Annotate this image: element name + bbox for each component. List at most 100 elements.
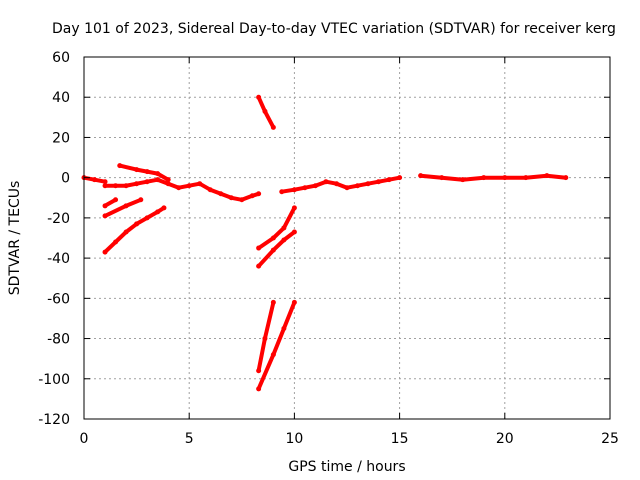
data-series-arc-f <box>103 205 166 255</box>
data-point <box>165 177 171 183</box>
data-point <box>270 124 276 130</box>
data-point <box>523 175 529 181</box>
data-point <box>123 183 129 189</box>
plot-frame <box>83 56 611 420</box>
chart-title: Day 101 of 2023, Sidereal Day-to-day VTE… <box>52 21 616 37</box>
data-point <box>113 197 119 203</box>
data-point <box>302 185 308 191</box>
data-point <box>155 171 161 177</box>
data-point <box>155 177 161 183</box>
y-tick-label: -60 <box>47 291 70 307</box>
data-point <box>270 299 276 305</box>
data-series-arc-i <box>256 230 297 269</box>
data-point <box>228 195 234 201</box>
data-point <box>397 175 403 181</box>
data-point <box>281 237 287 243</box>
data-point <box>144 179 150 185</box>
data-point <box>144 215 150 221</box>
data-point <box>123 203 129 209</box>
data-point <box>502 175 508 181</box>
data-series-arc-m <box>418 173 568 182</box>
data-point <box>155 209 161 215</box>
data-point <box>249 193 255 199</box>
data-point <box>134 181 140 187</box>
y-tick-label: -100 <box>38 372 70 388</box>
data-point <box>256 368 262 374</box>
x-tick-label: 10 <box>285 431 303 447</box>
y-axis-label: SDTVAR / TECUs <box>7 181 23 296</box>
data-series <box>81 94 569 392</box>
data-point <box>386 177 392 183</box>
data-point <box>291 299 297 305</box>
y-tick-label: 20 <box>52 130 70 146</box>
data-series-arc-l <box>279 175 402 194</box>
y-tick-label: -80 <box>47 332 70 348</box>
ticks: 0 5 10 15 20 25 -120 -100 -80 -60 -40 -20 0 20 40 60 <box>38 50 619 447</box>
data-point <box>333 181 339 187</box>
x-tick-label: 0 <box>80 431 89 447</box>
data-point <box>256 263 262 269</box>
data-point <box>102 249 108 255</box>
data-point <box>279 189 285 195</box>
data-point <box>102 213 108 219</box>
y-tick-label: 40 <box>52 90 70 106</box>
data-point <box>439 175 445 181</box>
data-point <box>270 352 276 358</box>
data-point <box>134 167 140 173</box>
data-point <box>291 229 297 235</box>
data-point <box>281 225 287 231</box>
data-point <box>207 187 213 193</box>
data-series-arc-k <box>256 300 297 391</box>
data-point <box>113 183 119 189</box>
data-point <box>176 185 182 191</box>
data-point <box>323 179 329 185</box>
data-point <box>256 245 262 251</box>
x-tick-label: 15 <box>391 431 409 447</box>
data-point <box>161 205 167 211</box>
data-point <box>134 221 140 227</box>
y-tick-label: -20 <box>47 211 70 227</box>
data-point <box>144 169 150 175</box>
data-point <box>344 185 350 191</box>
data-point <box>365 181 371 187</box>
data-point <box>256 386 262 392</box>
data-point <box>291 205 297 211</box>
data-point <box>138 197 144 203</box>
data-point <box>270 247 276 253</box>
data-point <box>460 177 466 183</box>
y-tick-label: 0 <box>61 171 70 187</box>
data-point <box>117 163 123 169</box>
data-series-arc-b <box>103 177 261 202</box>
data-point <box>165 181 171 187</box>
y-tick-label: 60 <box>52 50 70 66</box>
data-point <box>262 108 268 114</box>
data-point <box>481 175 487 181</box>
data-point <box>218 191 224 197</box>
data-series-arc-h <box>256 205 297 251</box>
data-point <box>123 229 129 235</box>
grid <box>84 57 610 419</box>
x-tick-label: 25 <box>601 431 619 447</box>
data-point <box>186 183 192 189</box>
data-point <box>376 179 382 185</box>
data-point <box>197 181 203 187</box>
data-point <box>418 173 424 179</box>
data-point <box>256 94 262 100</box>
y-tick-label: -120 <box>38 412 70 428</box>
data-point <box>102 179 108 185</box>
data-point <box>113 239 119 245</box>
data-point <box>355 183 361 189</box>
data-point <box>544 173 550 179</box>
data-point <box>102 203 108 209</box>
y-tick-label: -40 <box>47 251 70 267</box>
data-point <box>239 197 245 203</box>
data-point <box>92 177 98 183</box>
data-point <box>312 183 318 189</box>
data-point <box>291 187 297 193</box>
data-point <box>256 191 262 197</box>
x-axis-label: GPS time / hours <box>288 459 405 475</box>
data-point <box>563 175 569 181</box>
data-point <box>262 336 268 342</box>
x-tick-label: 5 <box>185 431 194 447</box>
